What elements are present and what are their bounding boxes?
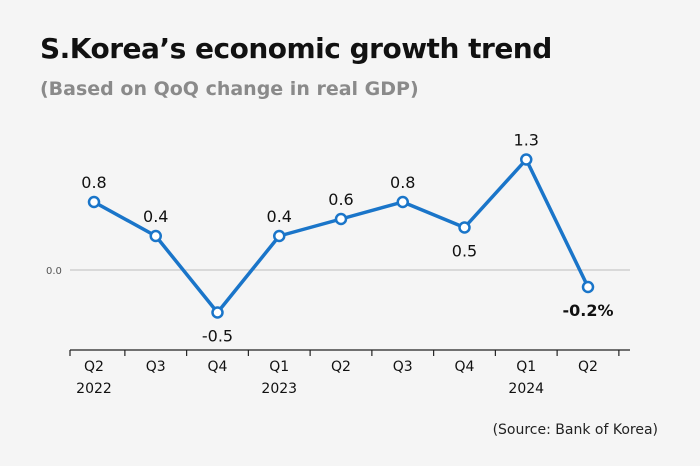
x-year-label: 2024 <box>508 381 544 397</box>
x-tick-label: Q4 <box>455 359 475 375</box>
x-tick-label: Q4 <box>208 359 228 375</box>
x-tick-label: Q1 <box>516 359 536 375</box>
data-label: 0.5 <box>452 242 477 261</box>
data-point <box>273 229 286 243</box>
zero-label: 0.0 <box>46 266 62 277</box>
x-tick-label: Q3 <box>146 359 166 375</box>
data-label: -0.2% <box>562 301 613 320</box>
data-point <box>458 221 471 234</box>
data-point <box>149 229 162 243</box>
data-point <box>581 280 595 294</box>
chart-subtitle: (Based on QoQ change in real GDP) <box>40 78 419 100</box>
data-label: 0.4 <box>143 207 168 226</box>
x-tick-label: Q2 <box>331 359 351 375</box>
data-labels: 0.8 0.4 -0.5 0.4 0.6 0.8 0.5 1.3 -0.2% <box>81 131 613 346</box>
series-line <box>92 157 590 315</box>
data-label: 0.8 <box>390 173 415 192</box>
source-note: (Source: Bank of Korea) <box>492 422 658 438</box>
data-label: 0.8 <box>81 173 106 192</box>
x-tick-labels: Q2 2022 Q3 Q4 Q1 2023 Q2 Q3 Q4 Q1 2024 Q2 <box>76 359 598 397</box>
x-tick-label: Q1 <box>269 359 289 375</box>
data-label: 0.4 <box>267 207 292 226</box>
data-point <box>334 212 348 226</box>
data-label: 0.6 <box>328 190 353 209</box>
data-point <box>396 195 409 209</box>
x-ticks <box>69 350 620 356</box>
x-year-label: 2022 <box>76 381 112 397</box>
data-point <box>211 306 224 319</box>
data-point <box>520 153 533 166</box>
chart-title: S.Korea’s economic growth trend <box>40 32 552 65</box>
data-points <box>87 153 595 319</box>
data-label: -0.5 <box>202 327 233 346</box>
data-point <box>87 195 101 209</box>
x-tick-label: Q3 <box>393 359 413 375</box>
x-tick-label: Q2 <box>84 359 104 375</box>
x-tick-label: Q2 <box>578 359 598 375</box>
data-label: 1.3 <box>514 131 539 150</box>
x-year-label: 2023 <box>261 381 297 397</box>
